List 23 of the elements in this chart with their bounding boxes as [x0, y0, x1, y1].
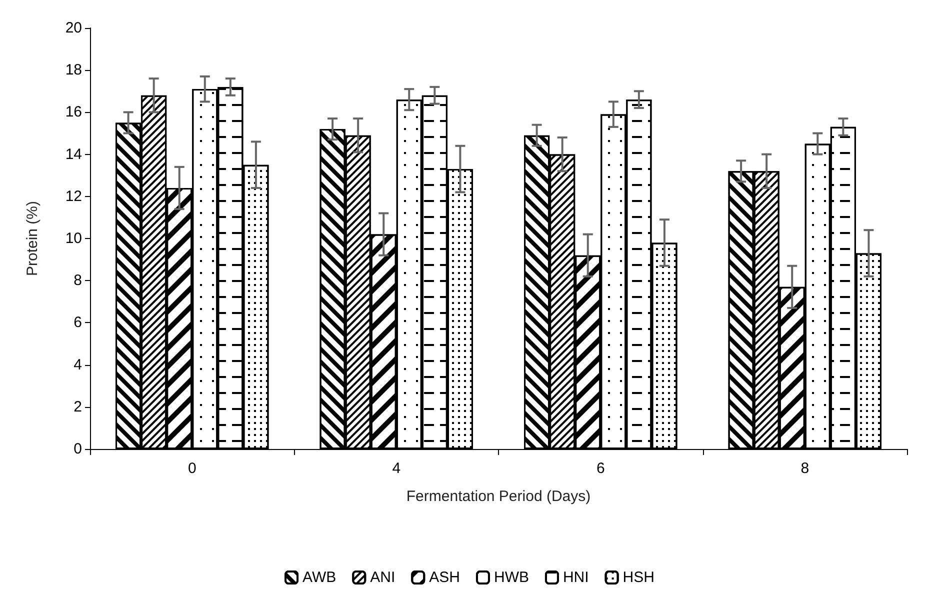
x-tick-label: 4: [392, 460, 401, 477]
y-tick-label: 12: [65, 188, 82, 205]
legend-label: ASH: [429, 569, 460, 586]
x-tick-label: 6: [596, 460, 605, 477]
y-tick-label: 6: [74, 314, 82, 332]
y-tick-label: 8: [74, 272, 82, 290]
legend-label: HWB: [494, 569, 529, 586]
y-tick-label: 0: [74, 440, 82, 458]
legend-label: AWB: [302, 569, 336, 586]
legend-label: HNI: [562, 569, 589, 586]
y-tick-label: 2: [74, 398, 82, 416]
y-tick-label: 10: [65, 230, 82, 247]
legend-label: ANI: [370, 569, 396, 586]
x-axis-title: Fermentation Period (Days): [406, 488, 591, 505]
x-tick-label: 8: [800, 460, 810, 477]
x-tick-label: 0: [188, 460, 196, 477]
y-tick-label: 20: [65, 20, 82, 36]
y-tick-label: 16: [65, 104, 82, 121]
legend-label: HSH: [622, 569, 654, 586]
y-axis-title: Protein (%): [24, 200, 41, 276]
y-tick-label: 14: [65, 146, 82, 163]
y-tick-label: 18: [65, 62, 82, 79]
y-tick-label: 4: [74, 356, 82, 374]
